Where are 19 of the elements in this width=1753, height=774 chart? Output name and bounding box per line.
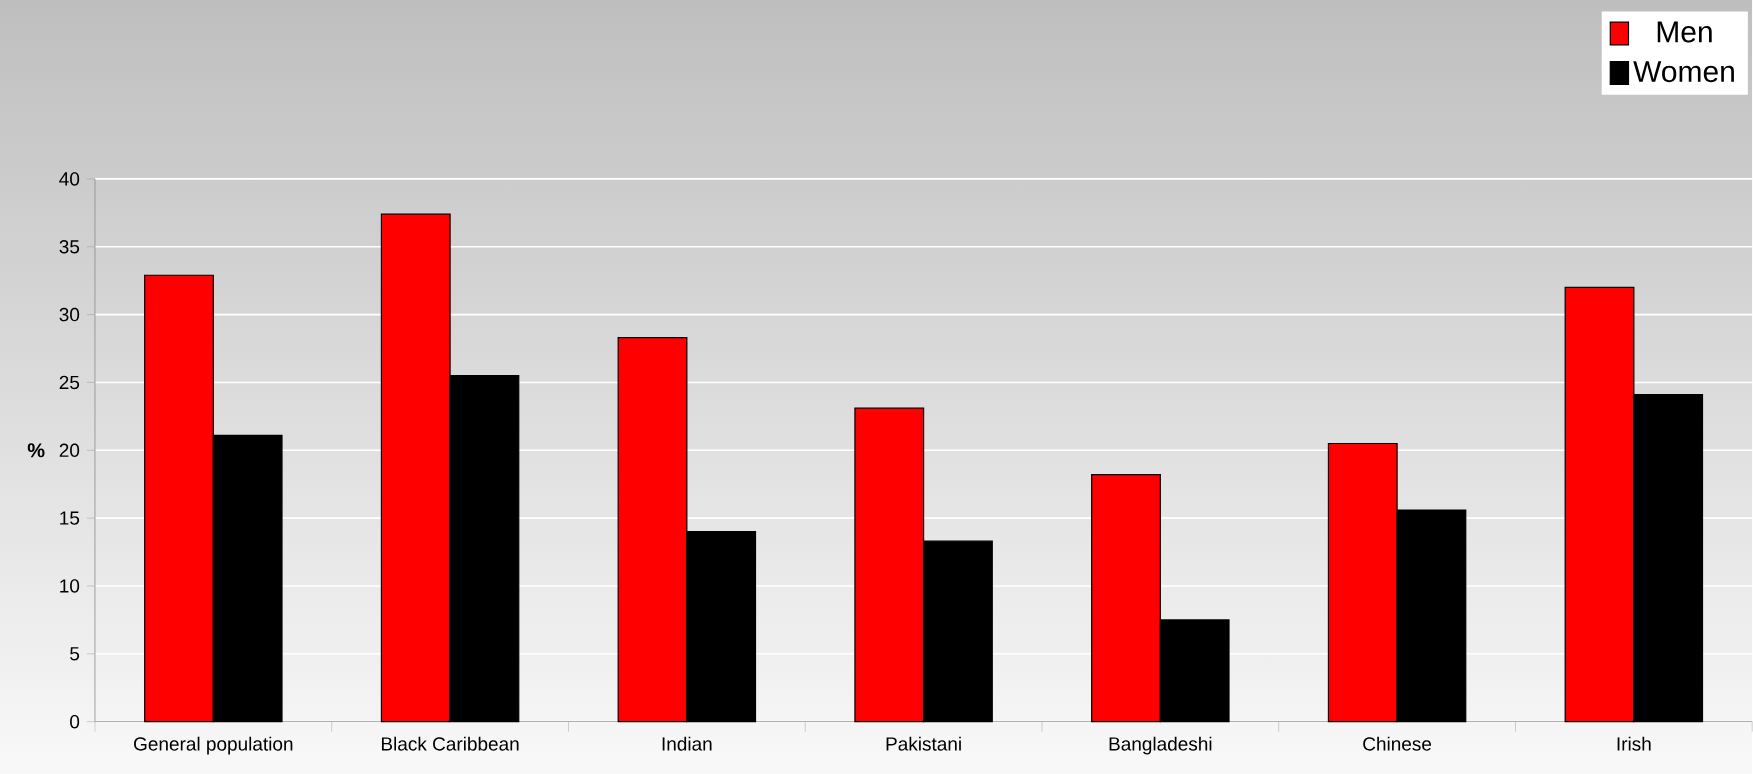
legend-label: Men bbox=[1657, 21, 1712, 43]
x-tick-label: Chinese bbox=[1363, 736, 1432, 751]
y-tick-label: 0 bbox=[70, 715, 80, 729]
x-tick-label: Black Caribbean bbox=[381, 736, 519, 751]
y-tick-label: 20 bbox=[59, 443, 80, 458]
y-tick-label: 5 bbox=[70, 647, 80, 661]
y-tick-label: 40 bbox=[59, 172, 80, 186]
x-tick-label: General population bbox=[134, 736, 293, 755]
legend-label: Women bbox=[1633, 61, 1734, 83]
y-tick-label: 15 bbox=[60, 511, 80, 525]
y-tick-label: 30 bbox=[59, 308, 80, 322]
y-tick-label: 10 bbox=[60, 579, 80, 593]
x-tick-label: Pakistani bbox=[886, 736, 961, 751]
x-tick-label: Indian bbox=[662, 736, 712, 751]
y-axis-title: % bbox=[27, 443, 45, 458]
y-tick-label: 25 bbox=[59, 375, 80, 390]
x-tick-label: Irish bbox=[1617, 736, 1651, 751]
x-tick-label: Bangladeshi bbox=[1109, 736, 1212, 755]
y-tick-label: 35 bbox=[59, 240, 80, 254]
